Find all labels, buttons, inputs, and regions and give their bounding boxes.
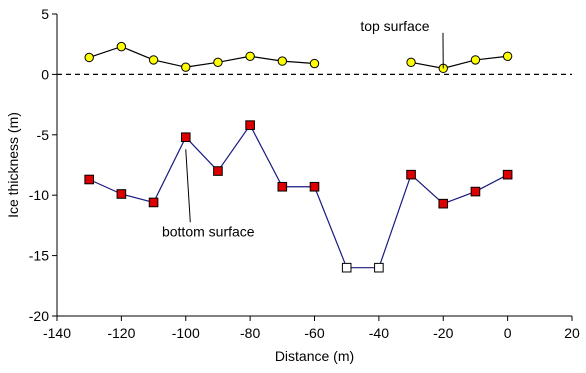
- data-point: [85, 53, 93, 61]
- data-point: [439, 199, 448, 208]
- y-tick-label: -5: [37, 127, 50, 143]
- data-point: [278, 182, 287, 191]
- data-point: [149, 56, 157, 64]
- data-point: [278, 57, 286, 65]
- data-point: [407, 170, 416, 179]
- annotation-label: top surface: [360, 18, 429, 34]
- data-point: [246, 121, 255, 130]
- data-point: [342, 263, 351, 272]
- y-tick-label: 5: [41, 6, 49, 22]
- y-tick-label: -20: [29, 308, 49, 324]
- x-tick-label: -140: [43, 325, 71, 341]
- data-point: [407, 58, 415, 66]
- data-point: [310, 59, 318, 67]
- x-tick-label: -120: [107, 325, 135, 341]
- data-point: [85, 175, 94, 184]
- x-tick-label: 20: [564, 325, 580, 341]
- y-tick-label: -10: [29, 187, 49, 203]
- y-tick-label: -15: [29, 248, 49, 264]
- x-axis-title: Distance (m): [275, 348, 354, 364]
- data-point: [149, 198, 158, 207]
- data-point: [214, 167, 223, 176]
- data-point: [214, 58, 222, 66]
- data-point: [375, 263, 384, 272]
- data-point: [503, 170, 512, 179]
- x-tick-label: 0: [504, 325, 512, 341]
- data-point: [471, 187, 480, 196]
- data-point: [310, 182, 319, 191]
- y-tick-label: 0: [41, 66, 49, 82]
- x-tick-label: -60: [304, 325, 324, 341]
- data-point: [182, 63, 190, 71]
- data-point: [181, 133, 190, 142]
- data-point: [471, 56, 479, 64]
- x-tick-label: -100: [172, 325, 200, 341]
- x-tick-label: -20: [433, 325, 453, 341]
- data-point: [117, 190, 126, 199]
- data-point: [246, 52, 254, 60]
- data-point: [117, 42, 125, 50]
- y-axis-title: Ice thickness (m): [5, 112, 21, 218]
- annotation-label: bottom surface: [162, 223, 255, 239]
- data-point: [503, 52, 511, 60]
- x-tick-label: -40: [369, 325, 389, 341]
- x-tick-label: -80: [240, 325, 260, 341]
